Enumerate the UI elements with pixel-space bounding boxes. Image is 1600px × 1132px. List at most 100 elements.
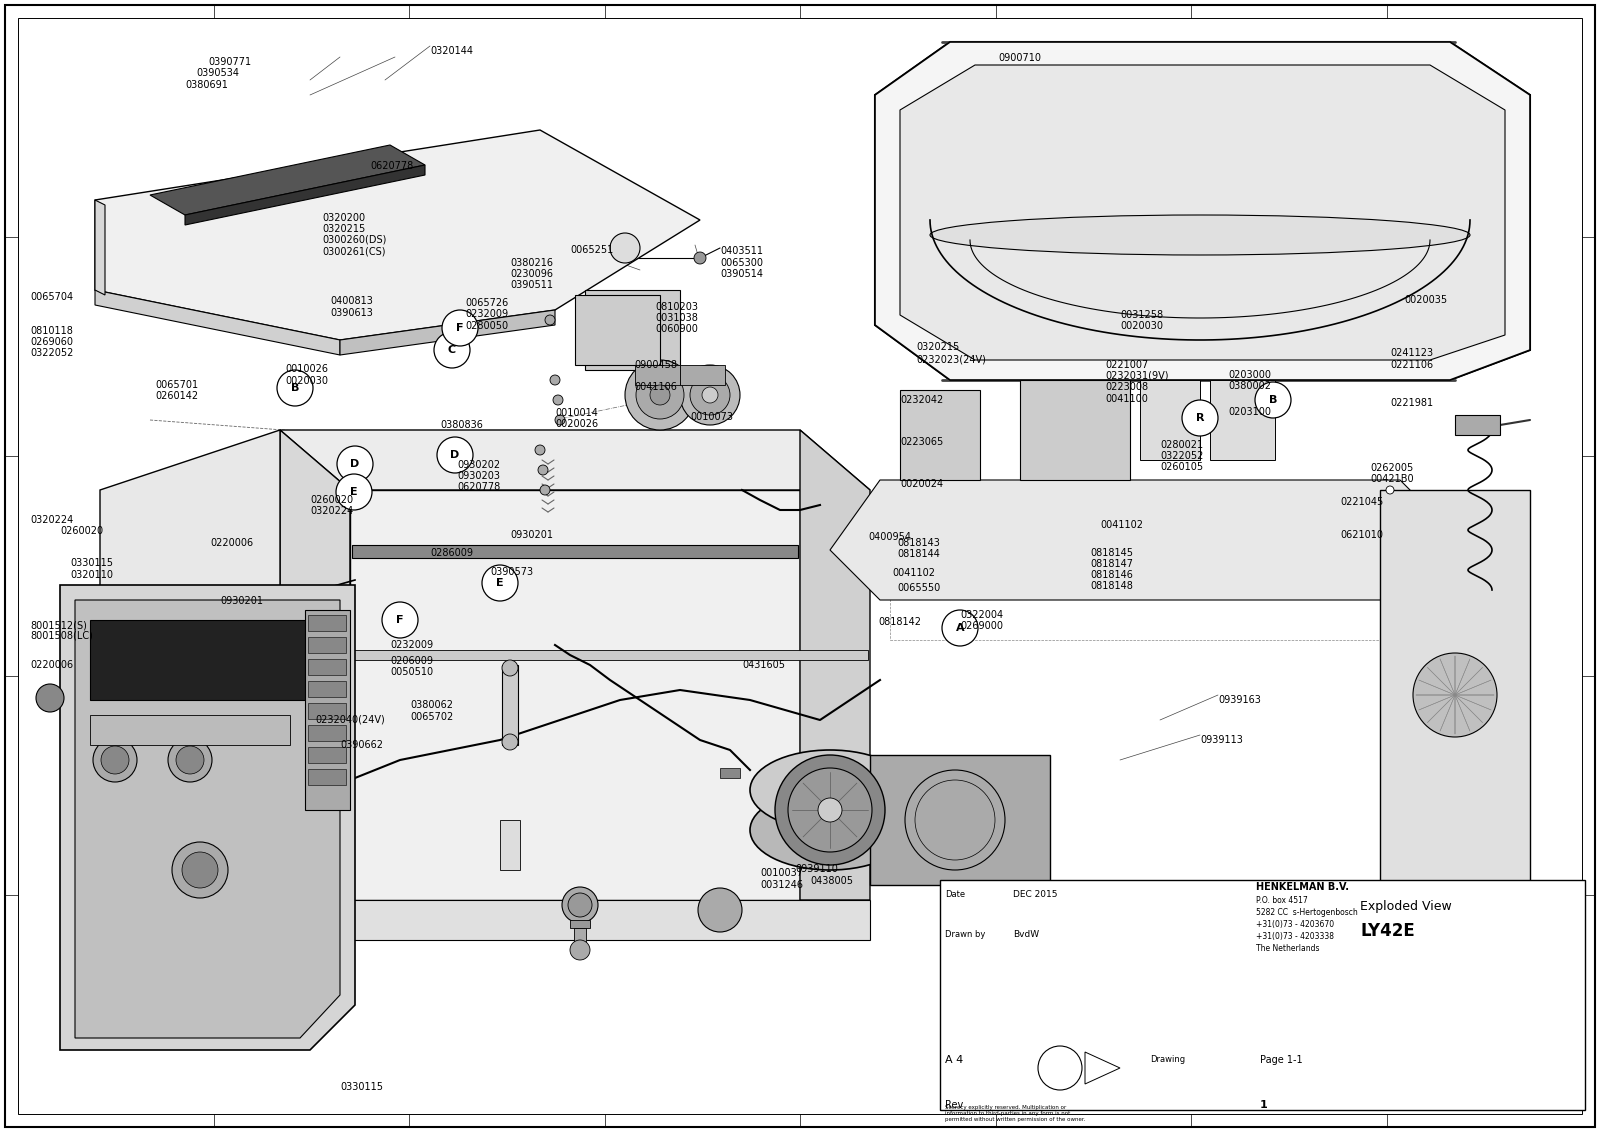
Circle shape (482, 565, 518, 601)
Polygon shape (1085, 1052, 1120, 1084)
Text: 0065251: 0065251 (570, 245, 613, 255)
Bar (307, 615, 346, 631)
Text: 0900458: 0900458 (634, 360, 677, 370)
Text: 0065701: 0065701 (155, 380, 198, 391)
Text: 0065704: 0065704 (30, 292, 74, 302)
Text: 0390573: 0390573 (490, 567, 533, 577)
Text: A 4: A 4 (946, 1055, 963, 1065)
Text: 0221981: 0221981 (1390, 398, 1434, 408)
Circle shape (277, 370, 314, 406)
Text: 0939110: 0939110 (795, 864, 838, 874)
Circle shape (336, 474, 371, 511)
Bar (307, 747, 346, 763)
Text: 0220006: 0220006 (30, 660, 74, 670)
Circle shape (442, 310, 478, 346)
Text: 0818144: 0818144 (898, 549, 939, 559)
Text: 0031246: 0031246 (760, 880, 803, 890)
Text: 0206009: 0206009 (390, 657, 434, 666)
Text: 0286009: 0286009 (430, 548, 474, 558)
Polygon shape (94, 200, 106, 295)
Text: 0930201: 0930201 (221, 597, 262, 606)
Text: 0020030: 0020030 (285, 376, 328, 386)
Text: Rev: Rev (946, 1100, 963, 1110)
Text: 0041100: 0041100 (1106, 394, 1147, 404)
Bar (586, 290, 680, 370)
Bar (499, 820, 520, 871)
Text: 0232031(9V): 0232031(9V) (1106, 371, 1168, 381)
Text: 0320224: 0320224 (310, 506, 354, 516)
Circle shape (182, 852, 218, 887)
Polygon shape (280, 430, 870, 490)
Bar (720, 767, 739, 778)
Text: 0260105: 0260105 (1160, 462, 1203, 472)
Text: 8001512(S): 8001512(S) (30, 620, 86, 631)
Text: 0380216: 0380216 (510, 258, 554, 268)
Circle shape (1254, 381, 1291, 418)
Text: 0269060: 0269060 (30, 337, 74, 348)
Text: E: E (496, 578, 504, 588)
Polygon shape (800, 430, 870, 900)
Text: 0390771: 0390771 (208, 57, 251, 67)
Text: 0400813: 0400813 (330, 295, 373, 306)
Bar (1454, 415, 1501, 435)
Circle shape (702, 387, 718, 403)
Circle shape (637, 371, 685, 419)
Ellipse shape (750, 790, 910, 871)
Text: 0260020: 0260020 (61, 526, 102, 535)
Text: 0300261(CS): 0300261(CS) (322, 246, 386, 256)
Text: 0320144: 0320144 (430, 46, 474, 55)
Text: 0380691: 0380691 (186, 80, 227, 91)
Text: 0020030: 0020030 (1120, 321, 1163, 331)
Text: 0260142: 0260142 (155, 391, 198, 401)
Circle shape (1038, 1046, 1082, 1090)
Text: 0322052: 0322052 (30, 348, 74, 358)
Text: 0939163: 0939163 (1218, 695, 1261, 705)
Circle shape (680, 365, 739, 424)
Text: 0269000: 0269000 (960, 621, 1003, 631)
Text: 0041102: 0041102 (1101, 520, 1142, 530)
Bar (307, 637, 346, 653)
Text: Drawn by: Drawn by (946, 931, 986, 940)
Ellipse shape (750, 751, 910, 830)
Bar (90, 715, 290, 745)
Circle shape (382, 602, 418, 638)
Text: 0620778: 0620778 (458, 482, 501, 492)
Text: 0010026: 0010026 (285, 365, 328, 374)
Bar (1139, 380, 1200, 460)
Text: The Netherlands: The Netherlands (1256, 944, 1320, 953)
Bar (574, 295, 661, 365)
Polygon shape (280, 430, 350, 900)
Text: 5282 CC  s-Hertogenbosch: 5282 CC s-Hertogenbosch (1256, 908, 1358, 917)
Text: 0438005: 0438005 (810, 876, 853, 886)
Text: 0330115: 0330115 (70, 558, 114, 568)
Polygon shape (875, 42, 1530, 380)
Text: 0403511: 0403511 (720, 246, 763, 256)
Text: 0431605: 0431605 (742, 660, 786, 670)
Ellipse shape (930, 215, 1470, 255)
Text: R: R (1195, 413, 1205, 423)
Text: 0390613: 0390613 (330, 308, 373, 318)
Text: +31(0)73 - 4203670: +31(0)73 - 4203670 (1256, 920, 1334, 929)
Text: 0232009: 0232009 (466, 309, 509, 319)
Circle shape (570, 940, 590, 960)
Circle shape (774, 755, 885, 865)
Text: +31(0)73 - 4203338: +31(0)73 - 4203338 (1256, 932, 1334, 941)
Bar (899, 391, 979, 480)
Text: 0390534: 0390534 (195, 68, 238, 78)
Text: C: C (448, 345, 456, 355)
Circle shape (818, 798, 842, 822)
Text: 8001508(LC): 8001508(LC) (30, 631, 93, 641)
Text: 0390514: 0390514 (720, 269, 763, 278)
Text: 0262005: 0262005 (1370, 463, 1413, 473)
Text: 0320215: 0320215 (322, 224, 365, 234)
Circle shape (694, 252, 706, 264)
Text: 0930201: 0930201 (510, 530, 554, 540)
Polygon shape (94, 290, 339, 355)
Polygon shape (352, 544, 798, 558)
Text: 0390662: 0390662 (339, 740, 382, 751)
Circle shape (610, 233, 640, 263)
Circle shape (1386, 486, 1394, 494)
Polygon shape (99, 900, 870, 940)
Bar (870, 755, 1050, 885)
Circle shape (338, 446, 373, 482)
